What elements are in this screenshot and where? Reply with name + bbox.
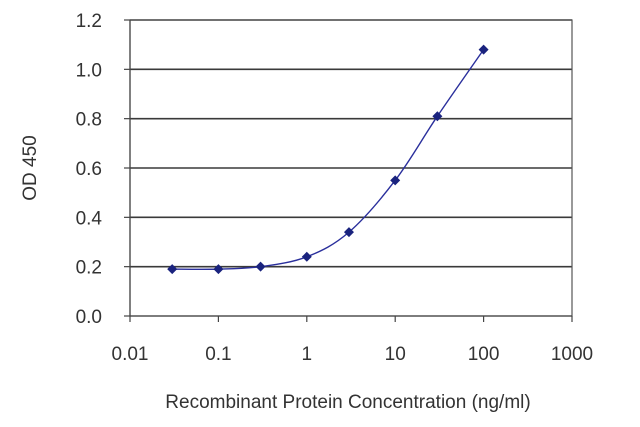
x-tick-label-5: 1000: [551, 344, 593, 365]
x-tick-label-0: 0.01: [112, 344, 149, 365]
data-point-5: [390, 175, 401, 186]
y-axis-title: OD 450: [20, 135, 41, 200]
data-point-0: [167, 264, 178, 275]
x-tick-label-3: 10: [385, 344, 406, 365]
axes: [124, 19, 573, 322]
data-point-2: [255, 261, 266, 272]
data-point-4: [343, 227, 354, 238]
x-axis-title: Recombinant Protein Concentration (ng/ml…: [165, 392, 530, 413]
x-tick-label-2: 1: [302, 344, 313, 365]
y-tick-label-6: 1.2: [76, 11, 102, 32]
data-point-1: [213, 264, 224, 275]
data-point-7: [478, 44, 489, 55]
series-0-line: [172, 49, 485, 271]
tick-labels: 0.0 0.2 0.4 0.6 0.8 1.0 1.2 0.01 0.1 1 10 100 1000: [76, 11, 594, 365]
y-tick-label-5: 1.0: [76, 60, 102, 81]
data-point-6: [432, 111, 443, 122]
x-tick-label-4: 100: [468, 344, 500, 365]
y-tick-label-2: 0.4: [76, 208, 103, 229]
y-tick-label-4: 0.8: [76, 110, 102, 131]
y-tick-label-0: 0.0: [76, 307, 102, 328]
data-series: [167, 44, 489, 275]
x-tick-label-1: 0.1: [205, 344, 231, 365]
y-tick-label-3: 0.6: [76, 159, 102, 180]
y-tick-label-1: 0.2: [76, 258, 102, 279]
data-point-3: [301, 251, 312, 262]
